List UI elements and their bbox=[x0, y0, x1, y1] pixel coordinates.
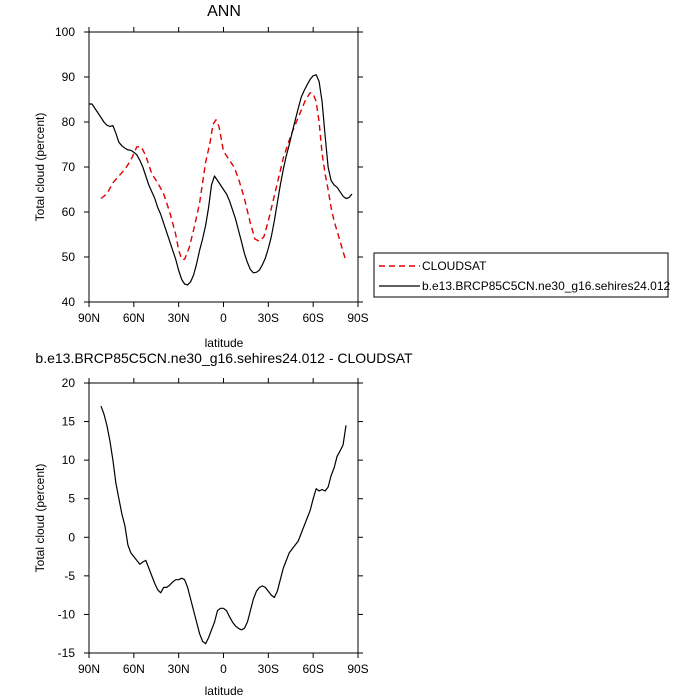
chart-ann: ANN Total cloud (percent) latitude 90N 60… bbox=[33, 3, 670, 350]
x-axis-label: latitude bbox=[205, 684, 244, 698]
x-tick-label: 0 bbox=[220, 662, 227, 676]
y-axis-label: Total cloud (percent) bbox=[33, 464, 47, 573]
legend-label-model: b.e13.BRCP85C5CN.ne30_g16.sehires24.012 bbox=[422, 279, 670, 293]
y-tick-label: 50 bbox=[62, 250, 76, 264]
x-axis-label: latitude bbox=[205, 336, 244, 350]
x-tick-label: 90S bbox=[347, 662, 368, 676]
legend-box bbox=[373, 252, 669, 298]
x-tick-label: 0 bbox=[220, 311, 227, 325]
axis-ticks: 90N 60N 30N 0 30S 60S 90S -15 -10 -5 0 5 10 15 20 bbox=[58, 376, 369, 676]
x-tick-label: 60N bbox=[123, 662, 145, 676]
plot-series bbox=[89, 74, 353, 286]
y-tick-label: 80 bbox=[62, 115, 76, 129]
legend: CLOUDSAT b.e13.BRCP85C5CN.ne30_g16.sehir… bbox=[373, 252, 670, 298]
series-line-b-e13-brcp85c5cn-ne30-g16-sehires24-012 bbox=[89, 74, 353, 286]
x-tick-label: 60S bbox=[302, 311, 323, 325]
chart-difference: b.e13.BRCP85C5CN.ne30_g16.sehires24.012 … bbox=[33, 350, 413, 698]
x-tick-label: 30N bbox=[168, 311, 190, 325]
y-tick-label: 0 bbox=[68, 530, 75, 544]
y-tick-label: 10 bbox=[62, 453, 76, 467]
y-tick-label: 15 bbox=[62, 415, 76, 429]
series-line-cloudsat bbox=[100, 92, 347, 262]
x-tick-label: 90N bbox=[78, 311, 100, 325]
chart-title: b.e13.BRCP85C5CN.ne30_g16.sehires24.012 … bbox=[35, 350, 413, 366]
y-tick-label: 40 bbox=[62, 295, 76, 309]
chart-title: ANN bbox=[207, 3, 241, 20]
y-tick-label: 5 bbox=[68, 492, 75, 506]
plot-frame bbox=[88, 31, 359, 303]
y-tick-label: 20 bbox=[62, 376, 76, 390]
x-tick-label: 90N bbox=[78, 662, 100, 676]
y-tick-label: 60 bbox=[62, 205, 76, 219]
x-tick-label: 90S bbox=[347, 311, 368, 325]
plot-frame bbox=[88, 382, 359, 654]
y-tick-label: 70 bbox=[62, 160, 76, 174]
x-tick-label: 30S bbox=[258, 662, 279, 676]
legend-label-cloudsat: CLOUDSAT bbox=[422, 259, 487, 273]
y-tick-label: 100 bbox=[55, 25, 75, 39]
y-tick-label: -5 bbox=[64, 569, 75, 583]
x-tick-label: 60S bbox=[302, 662, 323, 676]
x-tick-label: 30N bbox=[168, 662, 190, 676]
y-tick-label: -10 bbox=[58, 607, 76, 621]
plot-series bbox=[100, 405, 347, 645]
series-line-difference bbox=[100, 405, 347, 645]
y-axis-label: Total cloud (percent) bbox=[33, 113, 47, 222]
x-tick-label: 30S bbox=[258, 311, 279, 325]
x-tick-label: 60N bbox=[123, 311, 145, 325]
axis-ticks: 90N 60N 30N 0 30S 60S 90S 40 50 60 70 80 90 100 bbox=[55, 25, 369, 325]
y-tick-label: -15 bbox=[58, 646, 76, 660]
y-tick-label: 90 bbox=[62, 70, 76, 84]
